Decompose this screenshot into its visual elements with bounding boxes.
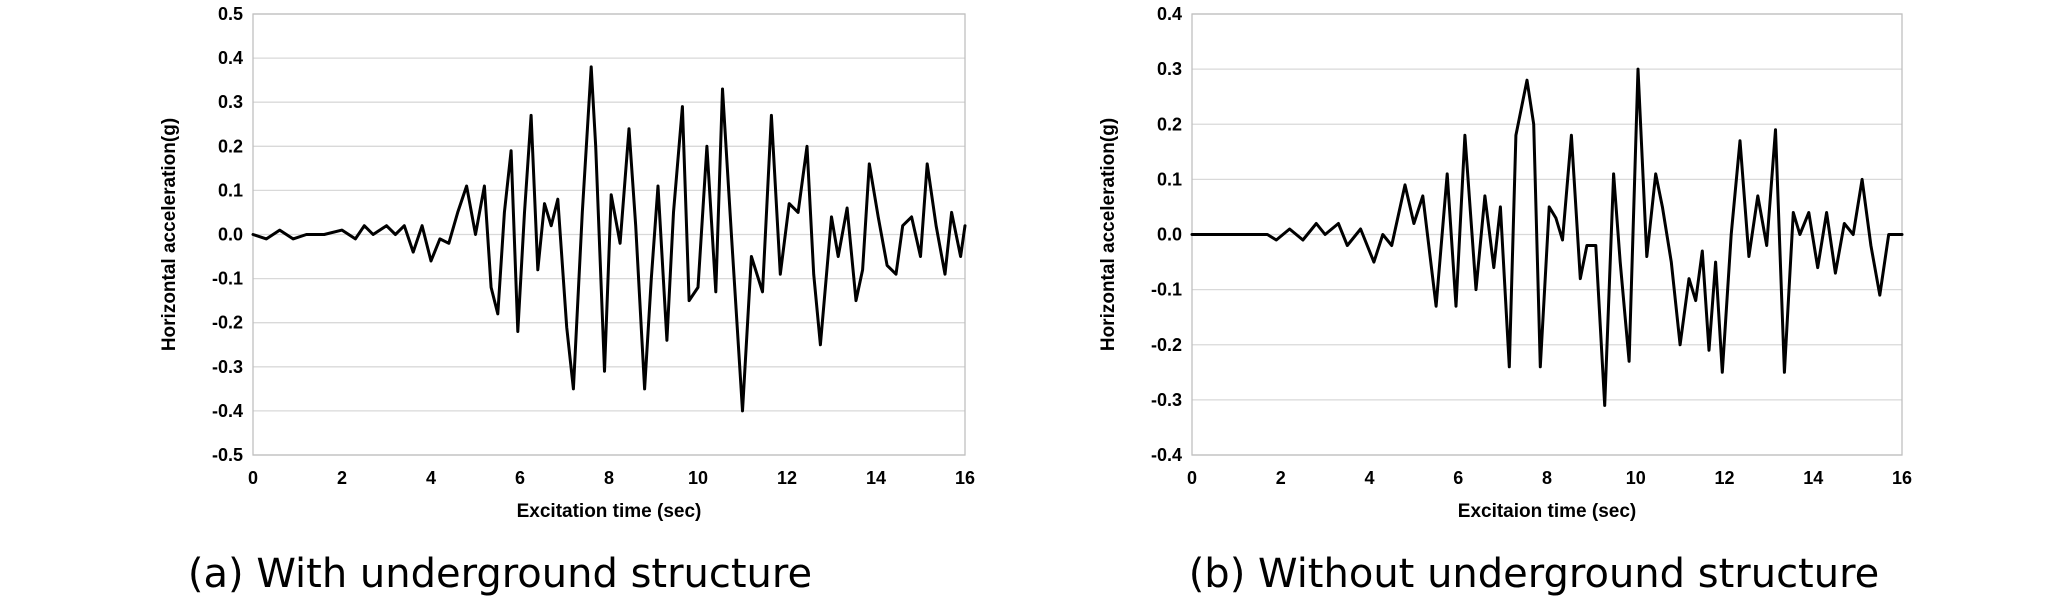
chart-b-xtick-label: 2 [1276, 468, 1286, 488]
chart-panel-b: -0.4 -0.3 -0.2 -0.1 0.0 0.1 0.2 0.3 0.4 0 2 4 6 8 10 12… [1034, 0, 2067, 597]
chart-b-series-line [1190, 67, 1904, 407]
chart-panel-a: -0.5 -0.4 -0.3 -0.2 -0.1 0.0 0.1 0.2 0.3 0.4 0.5 0 2… [0, 0, 1034, 597]
chart-a-ytick-label: -0.1 [212, 269, 243, 289]
chart-b-xtick-label: 8 [1542, 468, 1552, 488]
chart-a-xtick-label: 14 [866, 468, 886, 488]
chart-a-ytick-label: 0.3 [218, 92, 243, 112]
chart-b-xaxis-label: Excitaion time (sec) [1458, 501, 1636, 522]
chart-b-ytick-label: 0.4 [1157, 4, 1182, 24]
chart-a-ytick-label: -0.4 [212, 401, 243, 421]
chart-b-svg: -0.4 -0.3 -0.2 -0.1 0.0 0.1 0.2 0.3 0.4 0 2 4 6 8 10 12… [1098, 4, 1912, 522]
chart-a-ytick-label: -0.3 [212, 357, 243, 377]
chart-a-ytick-label: 0.2 [218, 136, 243, 156]
chart-a-ytick-label: 0.1 [218, 180, 243, 200]
chart-b-xtick-label: 6 [1453, 468, 1463, 488]
chart-a-ytick-label: -0.5 [212, 445, 243, 465]
chart-a-ytick-label: 0.4 [218, 48, 243, 68]
chart-a-xtick-label: 8 [604, 468, 614, 488]
chart-b-xtick-label: 12 [1714, 468, 1734, 488]
chart-b-yaxis-label: Horizontal acceleration(g) [1098, 118, 1119, 351]
chart-a-caption: (a) With underground structure [187, 551, 813, 597]
chart-b-ytick-label: 0.0 [1157, 225, 1182, 245]
chart-a-series-line [251, 65, 967, 413]
chart-b-ytick-label: 0.3 [1157, 59, 1182, 79]
chart-b-caption: (b) Without underground structure [1188, 551, 1880, 597]
chart-b-xtick-label: 4 [1364, 468, 1374, 488]
chart-a-xtick-label: 16 [955, 468, 975, 488]
chart-a-xtick-label: 12 [777, 468, 797, 488]
chart-a-xaxis-label: Excitation time (sec) [517, 501, 702, 522]
chart-a-xtick-label: 10 [688, 468, 708, 488]
chart-b-xtick-label: 0 [1187, 468, 1197, 488]
chart-a-xtick-label: 4 [426, 468, 436, 488]
chart-a-svg: -0.5 -0.4 -0.3 -0.2 -0.1 0.0 0.1 0.2 0.3 0.4 0.5 0 2… [159, 4, 975, 522]
chart-a-ytick-label: 0.5 [218, 4, 243, 24]
chart-b-ytick-label: -0.3 [1151, 390, 1182, 410]
chart-b-xtick-label: 14 [1803, 468, 1823, 488]
chart-a-ytick-label: -0.2 [212, 313, 243, 333]
chart-b-ytick-label: 0.1 [1157, 169, 1182, 189]
chart-b-ytick-label: -0.1 [1151, 280, 1182, 300]
chart-b-ytick-label: 0.2 [1157, 114, 1182, 134]
chart-a-xtick-label: 6 [515, 468, 525, 488]
chart-a-yaxis-label: Horizontal acceleration(g) [159, 118, 180, 351]
chart-b-ytick-label: -0.4 [1151, 445, 1182, 465]
chart-a-xtick-label: 0 [248, 468, 258, 488]
chart-a-ytick-label: 0.0 [218, 225, 243, 245]
chart-b-xtick-label: 10 [1626, 468, 1646, 488]
chart-a-xtick-label: 2 [337, 468, 347, 488]
chart-b-ytick-label: -0.2 [1151, 335, 1182, 355]
chart-b-xtick-label: 16 [1892, 468, 1912, 488]
